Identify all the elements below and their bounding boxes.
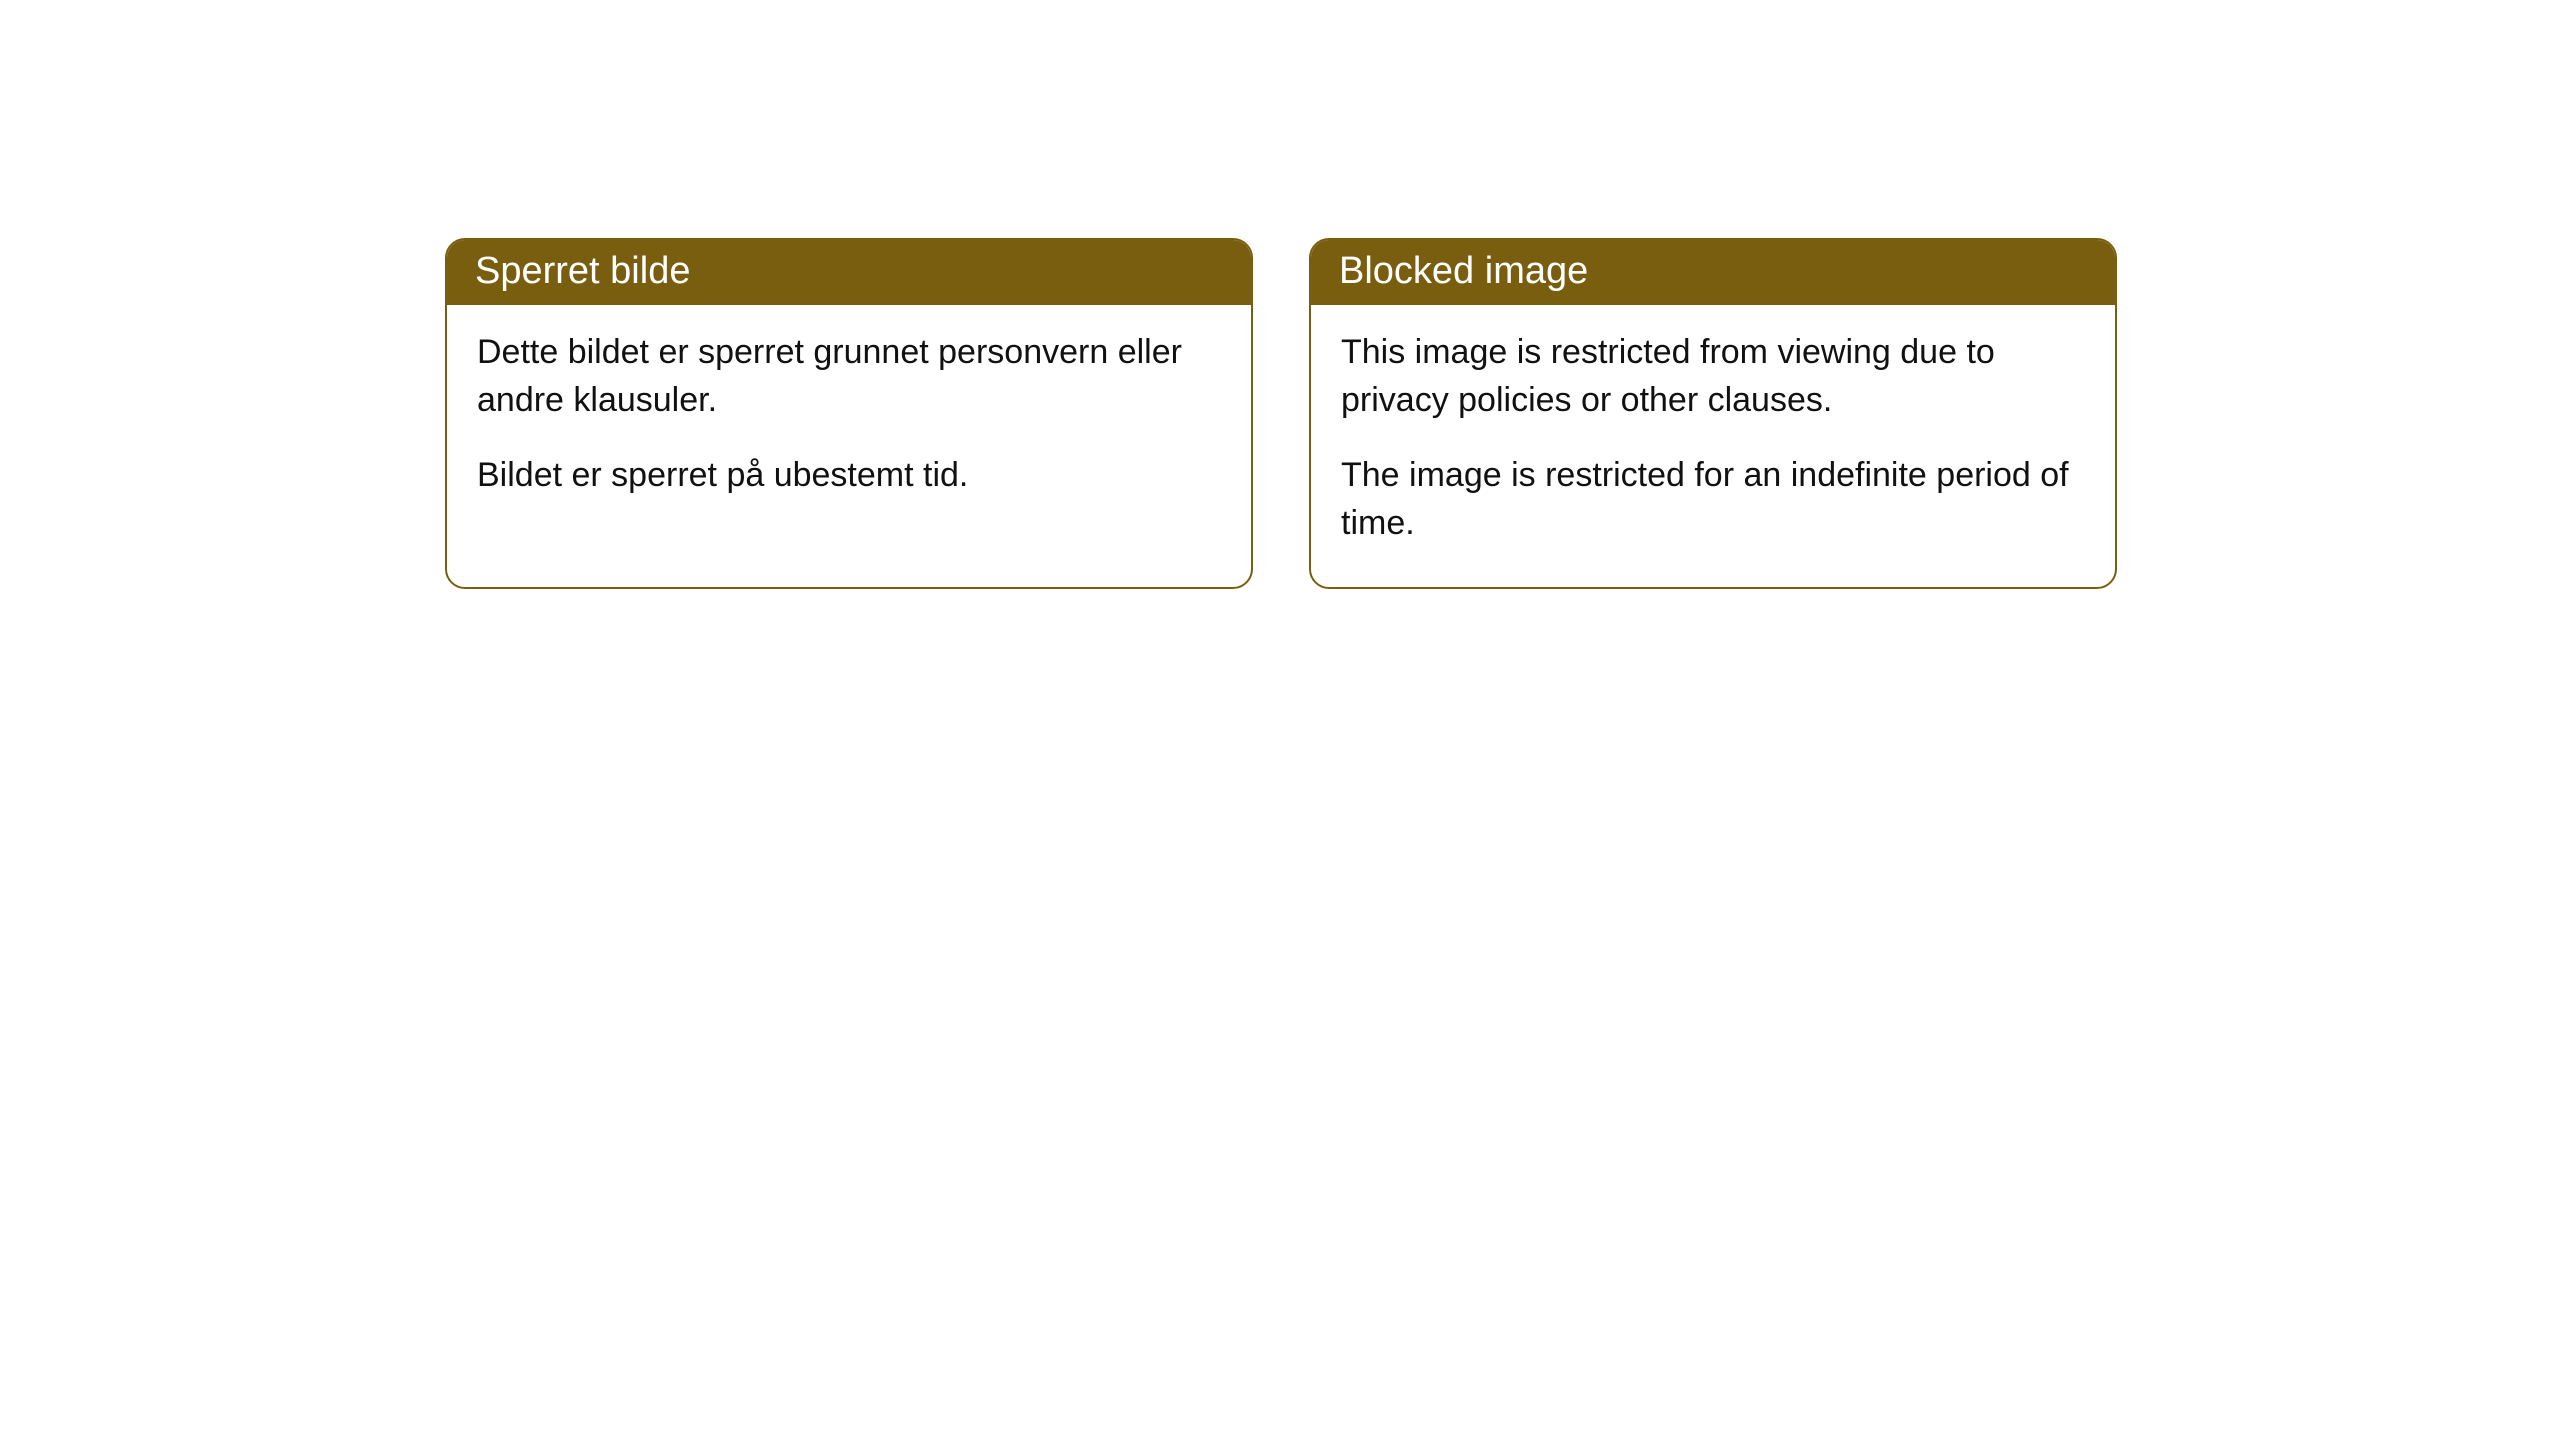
card-paragraph: Bildet er sperret på ubestemt tid. <box>477 452 1221 500</box>
blocked-image-card-no: Sperret bilde Dette bildet er sperret gr… <box>445 238 1253 589</box>
card-header: Blocked image <box>1311 240 2115 305</box>
blocked-image-card-en: Blocked image This image is restricted f… <box>1309 238 2117 589</box>
card-body: Dette bildet er sperret grunnet personve… <box>447 305 1251 540</box>
card-paragraph: This image is restricted from viewing du… <box>1341 329 2085 424</box>
card-paragraph: The image is restricted for an indefinit… <box>1341 452 2085 547</box>
card-title: Blocked image <box>1339 250 1588 292</box>
card-body: This image is restricted from viewing du… <box>1311 305 2115 587</box>
card-header: Sperret bilde <box>447 240 1251 305</box>
cards-container: Sperret bilde Dette bildet er sperret gr… <box>0 0 2560 589</box>
card-paragraph: Dette bildet er sperret grunnet personve… <box>477 329 1221 424</box>
card-title: Sperret bilde <box>475 250 690 292</box>
